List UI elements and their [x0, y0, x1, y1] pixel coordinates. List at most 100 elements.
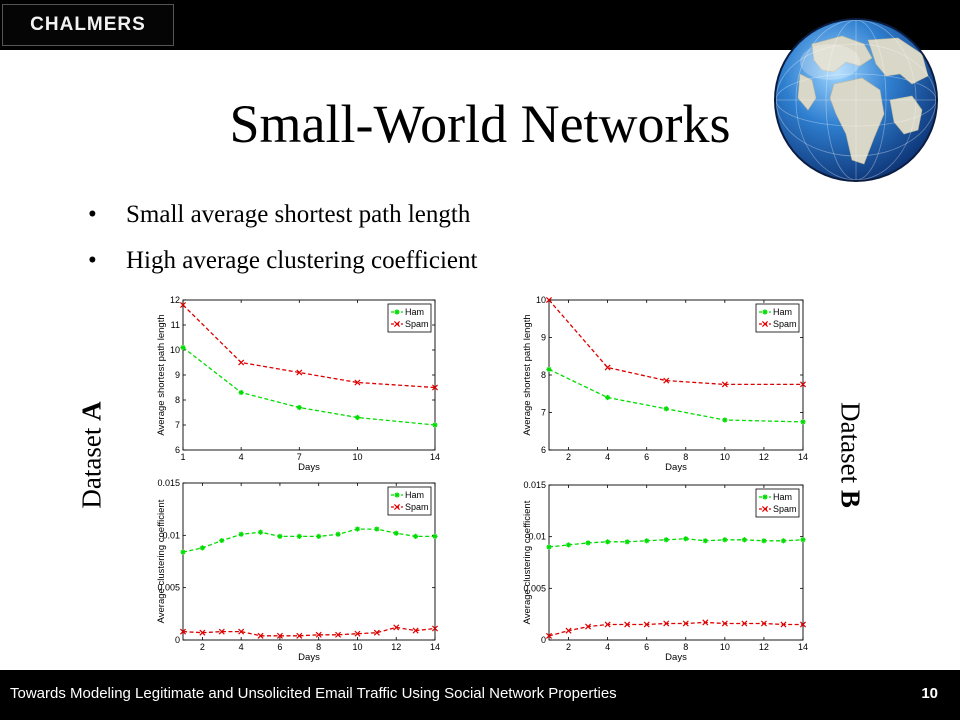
data-point-ham	[663, 406, 669, 412]
legend-label-ham: Ham	[773, 307, 792, 317]
data-point-ham	[257, 529, 264, 535]
series-line-spam	[548, 299, 803, 386]
data-point-spam	[663, 377, 670, 384]
bullet-item: High average clustering coefficient	[88, 238, 477, 284]
legend-label-ham: Ham	[773, 492, 792, 502]
x-tick-label: 8	[683, 642, 688, 652]
x-tick-label: 10	[352, 452, 362, 462]
data-point-spam	[565, 627, 572, 634]
x-tick-label: 6	[644, 642, 649, 652]
data-point-spam	[604, 621, 611, 628]
x-tick-label: 2	[566, 452, 571, 462]
data-point-ham	[335, 531, 341, 537]
data-point-spam	[604, 364, 611, 371]
globe-icon	[774, 18, 938, 182]
data-point-spam	[218, 628, 225, 635]
series-line-spam	[182, 626, 436, 637]
x-tick-label: 6	[277, 642, 282, 652]
x-tick-label: 8	[683, 452, 688, 462]
data-point-spam	[702, 619, 709, 626]
legend-label-spam: Spam	[405, 502, 429, 512]
y-tick-label: 0.015	[523, 480, 546, 490]
data-point-spam	[721, 381, 728, 388]
y-tick-label: 0.01	[162, 530, 180, 540]
legend-box	[755, 488, 800, 518]
x-tick-label: 1	[180, 452, 185, 462]
legend-marker-spam	[393, 320, 401, 328]
data-point-ham	[354, 526, 361, 532]
x-tick-label: 4	[605, 452, 610, 462]
x-tick-label: 10	[352, 642, 362, 652]
legend-label-ham: Ham	[405, 307, 424, 317]
data-point-ham	[605, 539, 611, 545]
x-tick-label: 12	[391, 642, 401, 652]
data-point-ham	[663, 537, 669, 543]
x-axis-label: Days	[298, 652, 320, 663]
slide-title: Small-World Networks	[229, 94, 731, 154]
data-point-ham	[180, 549, 186, 555]
y-tick-label: 10	[170, 345, 180, 355]
data-point-spam	[431, 625, 439, 632]
y-tick-label: 0.005	[157, 583, 180, 593]
data-point-spam	[545, 296, 553, 304]
footer-title: Towards Modeling Legitimate and Unsolici…	[10, 685, 617, 702]
data-point-spam	[238, 628, 245, 635]
data-point-ham	[722, 537, 728, 543]
data-point-ham	[238, 389, 244, 396]
data-point-ham	[644, 538, 650, 544]
data-point-spam	[335, 631, 342, 638]
data-point-spam	[780, 621, 787, 628]
data-point-spam	[799, 621, 807, 628]
data-point-ham	[432, 533, 438, 539]
data-point-spam	[393, 624, 400, 631]
data-point-ham	[199, 545, 205, 551]
data-point-spam	[257, 632, 264, 639]
data-point-ham	[219, 537, 225, 544]
y-tick-label: 7	[541, 408, 546, 418]
data-point-ham	[354, 414, 361, 421]
legend-label-ham: Ham	[405, 490, 424, 500]
data-point-ham	[180, 344, 186, 351]
legend-label-spam: Spam	[773, 319, 797, 329]
data-point-ham	[374, 526, 380, 532]
data-point-spam	[296, 632, 303, 639]
data-point-spam	[545, 632, 553, 639]
y-axis-label: Average clustering coefficient	[522, 500, 533, 624]
x-tick-label: 12	[759, 452, 769, 462]
data-point-spam	[431, 384, 439, 391]
data-point-ham	[238, 531, 244, 537]
data-point-spam	[354, 379, 361, 386]
legend-label-spam: Spam	[773, 504, 797, 514]
x-tick-label: 10	[720, 642, 730, 652]
chart-b-path: 2 4 6 8 10 12 14 6 7 8 9 10 Days Average shortest pat…	[522, 295, 808, 473]
y-tick-label: 0	[541, 635, 546, 645]
data-point-spam	[682, 620, 689, 627]
data-point-ham	[702, 538, 708, 544]
data-point-spam	[799, 381, 807, 388]
y-tick-label: 8	[541, 370, 546, 380]
header-bar: CHALMERS	[0, 0, 960, 50]
y-tick-label: 11	[171, 320, 180, 330]
y-tick-label: 10	[536, 295, 546, 305]
x-tick-label: 2	[200, 642, 205, 652]
chart-b-clust: 2 4 6 8 10 12 14 0 0.005 0.01 0.015 Days Average clu…	[522, 480, 808, 663]
x-tick-label: 14	[798, 452, 808, 462]
chart-a-clust: 2 4 6 8 10 12 14 0 0.005 0.01 0.015 Days Average clu…	[156, 478, 440, 663]
y-tick-label: 12	[170, 295, 180, 305]
data-point-spam	[354, 630, 361, 637]
data-point-ham	[800, 419, 806, 425]
data-point-ham	[722, 417, 728, 423]
legend-marker-spam	[761, 505, 769, 513]
data-point-ham	[277, 533, 283, 539]
data-point-spam	[624, 621, 631, 628]
y-axis-label: Average clustering coefficient	[156, 499, 167, 623]
legend-marker-ham	[394, 309, 400, 315]
data-point-ham	[624, 539, 630, 545]
legend-box	[387, 486, 432, 516]
legend-marker-spam	[393, 503, 401, 511]
y-tick-label: 9	[541, 333, 546, 343]
x-tick-label: 4	[605, 642, 610, 652]
data-point-ham	[546, 544, 552, 550]
data-point-ham	[741, 537, 747, 543]
data-point-spam	[179, 628, 187, 635]
